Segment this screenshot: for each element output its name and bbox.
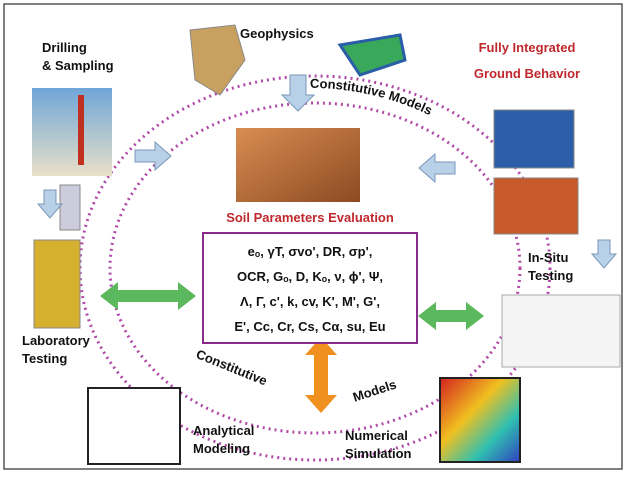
arrows — [36, 74, 618, 269]
node-label: Laboratory — [22, 333, 91, 348]
node-label: Numerical — [345, 428, 408, 443]
geo-block — [337, 33, 407, 77]
lab-photo — [33, 239, 81, 329]
arrow-lab — [100, 282, 196, 310]
numerical-figure — [439, 377, 521, 463]
title-line: Fully Integrated — [479, 40, 576, 55]
node-label: In-Situ — [528, 250, 568, 265]
drill-photo — [32, 88, 112, 176]
node-label: Modeling — [193, 441, 250, 456]
node-label: & Sampling — [42, 58, 114, 73]
title-line: Ground Behavior — [474, 66, 580, 81]
arrow-insitu — [418, 302, 484, 330]
node-label: Geophysics — [240, 26, 314, 41]
arrow-models — [305, 337, 337, 413]
insitu-truck — [493, 109, 575, 169]
node-label: Testing — [528, 268, 573, 283]
parameter-box — [202, 232, 418, 344]
parameter-line: Λ, Γ, c', k, cv, K', M', G', — [240, 294, 380, 309]
cpt-plots — [501, 294, 621, 368]
arrow-left-insitu — [418, 152, 456, 184]
node-label: Simulation — [345, 446, 412, 461]
parameter-line: eₒ, γT, σvo', DR, σp', — [248, 244, 373, 259]
node-label: Testing — [22, 351, 67, 366]
node-label: Analytical — [193, 423, 254, 438]
geo-map — [189, 24, 246, 96]
parameter-line: OCR, Gₒ, D, Kₒ, ν, ϕ', Ψ, — [237, 269, 383, 284]
drill-rig — [78, 95, 84, 165]
inner-ring — [108, 101, 522, 435]
images — [32, 24, 621, 465]
arrow-down-insitu — [590, 239, 618, 269]
center-heading: Soil Parameters Evaluation — [226, 210, 394, 225]
sample-photo — [59, 184, 81, 231]
arrow-right-drill — [134, 140, 172, 172]
dune-photo — [236, 128, 360, 202]
arrow-down-geo — [280, 74, 316, 112]
node-label: Drilling — [42, 40, 87, 55]
analytical-figure — [87, 387, 181, 465]
parameter-line: E', Cc, Cr, Cs, Cα, su, Eu — [234, 319, 385, 334]
insitu-probes — [493, 177, 579, 235]
arrow-down-drill — [36, 189, 64, 219]
